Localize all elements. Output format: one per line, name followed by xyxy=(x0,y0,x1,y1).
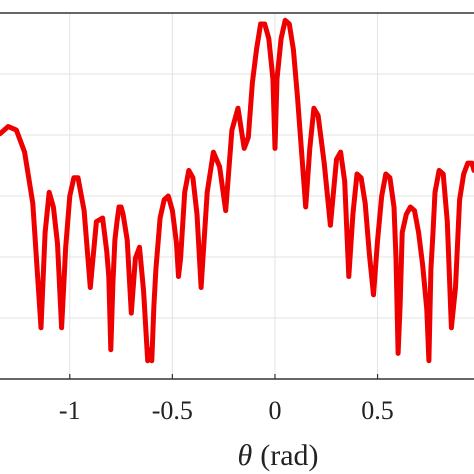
x-tick-label: 0 xyxy=(268,396,281,425)
x-tick-label: -0.5 xyxy=(152,396,193,425)
x-axis-unit: (rad) xyxy=(260,439,318,472)
series-layer xyxy=(0,17,474,364)
x-tick-label: 0.5 xyxy=(361,396,394,425)
x-axis-title: θ (rad) xyxy=(237,439,318,472)
axes xyxy=(0,12,474,380)
x-tick-label: -1 xyxy=(59,396,81,425)
x-tick-labels: -1 -0.5 0 0.5 xyxy=(59,396,394,425)
series-line-0 xyxy=(0,17,474,364)
x-axis-symbol: θ xyxy=(237,439,252,472)
